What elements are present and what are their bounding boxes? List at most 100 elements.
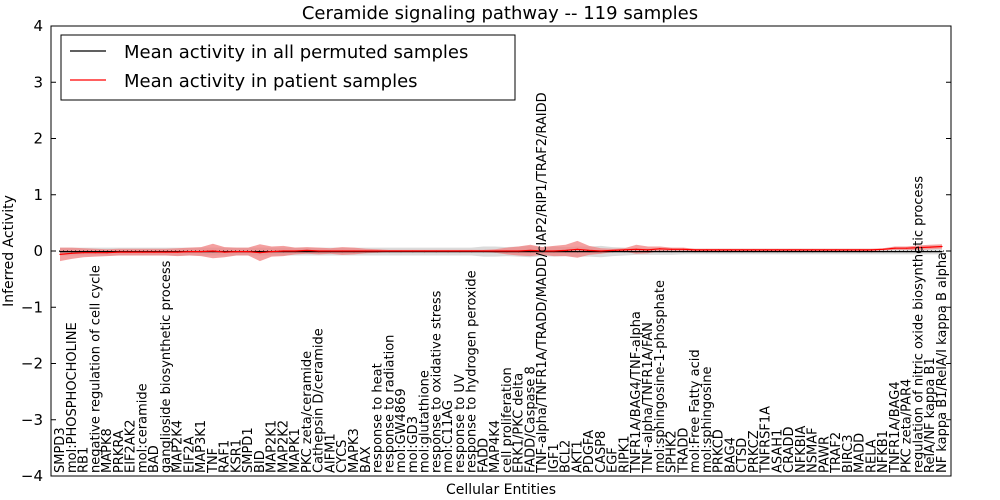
x-tick-label: mol:C11AG	[441, 400, 456, 473]
y-tick-label: −3	[21, 411, 43, 429]
x-tick-label: EIF2AK2	[124, 420, 139, 474]
patient-point	[776, 249, 778, 251]
patient-point	[141, 251, 143, 253]
x-tick-label: BIRC3	[841, 435, 856, 474]
patient-point	[447, 250, 449, 252]
patient-point	[412, 250, 414, 252]
permuted-point	[59, 250, 61, 253]
x-tick-label: CASP8	[594, 431, 609, 473]
patient-point	[823, 249, 826, 251]
x-tick-label: FADD	[476, 438, 491, 473]
x-tick-label: ganglioside biosynthetic process	[159, 260, 174, 473]
patient-point	[682, 248, 684, 250]
x-tick-label: response to hydrogen peroxide	[465, 270, 480, 473]
x-tick-label: RAF1	[218, 440, 233, 473]
patient-point	[212, 250, 214, 252]
patient-point	[518, 250, 520, 252]
permuted-point	[706, 250, 708, 253]
patient-point	[729, 249, 731, 251]
y-tick-label: −4	[21, 467, 43, 485]
x-tick-label: MAPK3	[347, 428, 362, 473]
patient-point	[882, 248, 884, 250]
x-tick-label: EGF	[606, 447, 621, 473]
x-tick-label: MADD	[853, 433, 868, 473]
patient-point	[294, 250, 296, 252]
patient-point	[800, 249, 802, 251]
y-axis-label: Inferred Activity	[1, 195, 17, 307]
patient-point	[400, 250, 402, 252]
permuted-point	[753, 250, 755, 253]
patient-point	[271, 250, 273, 253]
patient-point	[188, 250, 190, 253]
legend: Mean activity in all permuted samples Me…	[60, 34, 516, 101]
chart-title: Ceramide signaling pathway -- 119 sample…	[302, 3, 698, 24]
patient-point	[623, 249, 626, 251]
permuted-point	[94, 250, 96, 253]
x-tick-label: MAPK1	[288, 428, 303, 473]
y-tick-label: 1	[33, 186, 43, 204]
x-tick-label: NSMAF	[806, 427, 821, 473]
patient-point	[459, 250, 461, 252]
patient-point	[106, 252, 108, 254]
x-tick-label: NFKBIA	[794, 426, 809, 473]
plot-frame	[50, 25, 952, 477]
patient-point	[165, 251, 167, 253]
patient-point	[894, 247, 896, 249]
patient-point	[741, 249, 743, 251]
patient-point	[94, 252, 96, 254]
permuted-point	[882, 250, 884, 253]
permuted-point	[588, 250, 590, 253]
patient-point	[82, 252, 85, 254]
patient-point	[200, 250, 202, 253]
permuted-point	[729, 250, 731, 253]
patient-point	[635, 248, 637, 250]
x-tick-label: cell proliferation	[500, 367, 515, 473]
patient-point	[482, 250, 484, 252]
permuted-point	[647, 250, 649, 253]
patient-point	[529, 249, 532, 252]
x-tick-label: mol:ceramide	[135, 383, 150, 473]
permuted-point	[847, 250, 849, 253]
patient-point	[118, 251, 120, 253]
patient-point	[177, 251, 179, 253]
patient-point	[71, 252, 73, 254]
patient-point	[588, 249, 590, 252]
x-tick-label: MAP2K1	[265, 420, 280, 473]
patient-point	[247, 250, 249, 253]
permuted-point	[694, 250, 696, 253]
patient-point	[788, 249, 790, 251]
permuted-point	[670, 250, 673, 253]
x-tick-label: MAP4K4	[488, 420, 503, 473]
patient-point	[224, 251, 226, 253]
permuted-point	[823, 250, 826, 253]
x-tick-label: BCL2	[559, 440, 574, 473]
permuted-point	[776, 250, 778, 253]
x-tick-label: BAG4	[723, 437, 738, 473]
patient-point	[129, 251, 132, 253]
x-tick-label: mol:GD3	[406, 416, 421, 473]
x-tick-label: PAWR	[817, 436, 832, 473]
x-tick-label: TNF	[206, 448, 221, 474]
patient-point	[847, 249, 849, 251]
permuted-point	[623, 250, 626, 253]
patient-point	[388, 250, 390, 252]
x-tick-label: mol:sphingosine-1-phosphate	[653, 280, 668, 473]
patient-point	[318, 250, 320, 252]
patient-point	[435, 250, 437, 252]
permuted-point	[941, 250, 943, 253]
x-tick-label: MAP2K2	[276, 420, 291, 473]
x-tick-label: Cathepsin D/ceramide	[312, 328, 327, 473]
x-tick-label: MAP2K4	[171, 420, 186, 473]
x-tick-label: NFKB1	[876, 430, 891, 473]
x-tick-label: mol:Free Fatty acid	[688, 349, 703, 473]
x-tick-label: PRKCD	[712, 429, 727, 473]
x-tick-label: TNFRSF1A	[759, 406, 774, 474]
x-tick-label: PRKRA	[112, 430, 127, 473]
patient-point	[941, 245, 943, 248]
patient-point	[353, 250, 355, 252]
x-tick-label: mol:GW4869	[394, 388, 409, 473]
y-tick-label: −2	[21, 355, 43, 373]
patient-point	[694, 249, 696, 251]
patient-point	[471, 250, 473, 252]
